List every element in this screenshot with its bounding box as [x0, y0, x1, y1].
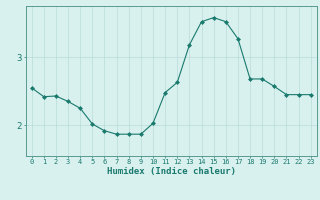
- X-axis label: Humidex (Indice chaleur): Humidex (Indice chaleur): [107, 167, 236, 176]
